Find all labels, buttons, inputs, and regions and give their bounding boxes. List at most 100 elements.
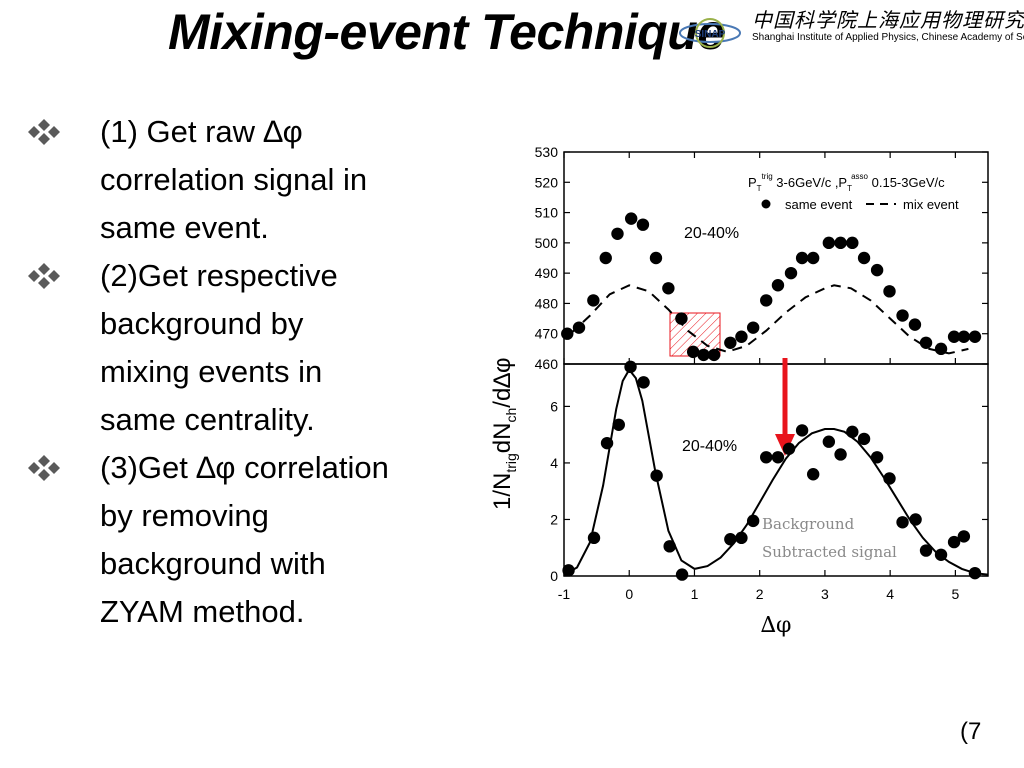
svg-text:1/NtrigdNch/d∆φ: 1/NtrigdNch/d∆φ xyxy=(489,357,519,510)
institute-chinese-name: 中国科学院上海应用物理研究所 xyxy=(752,8,1024,32)
top-data-point xyxy=(611,227,624,240)
top-data-point xyxy=(947,330,961,343)
top-data-point xyxy=(870,263,884,277)
background-subtracted-label-line1: Background xyxy=(762,515,855,533)
top-y-tick-label: 490 xyxy=(535,265,559,281)
diamond-bullet-icon xyxy=(28,455,60,481)
bottom-data-point xyxy=(846,425,859,439)
top-data-point xyxy=(707,348,721,362)
legend-marker-same-event xyxy=(761,199,771,209)
institute-logo: SINAP 中国科学院上海应用物理研究所 Shanghai Institute … xyxy=(672,2,1024,58)
bottom-data-point xyxy=(947,535,961,549)
sinap-emblem-icon: SINAP xyxy=(679,18,741,48)
top-y-tick-label: 480 xyxy=(535,295,559,311)
top-data-point xyxy=(771,279,785,292)
x-tick-label: -1 xyxy=(558,586,571,602)
bottom-data-point xyxy=(806,468,820,481)
top-data-point xyxy=(760,294,773,307)
top-data-point xyxy=(834,236,847,250)
legend-title-sub: T xyxy=(757,184,762,193)
x-tick-label: 2 xyxy=(756,586,764,602)
legend-title-sup: asso xyxy=(851,172,868,181)
top-y-tick-label: 520 xyxy=(535,174,559,190)
bottom-y-tick-label: 4 xyxy=(550,455,558,471)
top-data-point xyxy=(968,330,982,343)
correlation-chart: 1/NtrigdNch/d∆φ ∆φ PTtrig 3-6GeV/c ,PTas… xyxy=(489,144,989,638)
bullet-line: same event. xyxy=(100,210,269,245)
top-data-point xyxy=(934,342,948,356)
bottom-centrality-label: 20-40% xyxy=(682,438,737,455)
top-data-point xyxy=(686,345,700,359)
top-y-tick-label: 500 xyxy=(535,235,559,251)
bullet-line: same centrality. xyxy=(100,402,315,437)
background-subtracted-label-line2: Subtracted signal xyxy=(762,543,897,561)
bottom-panel-frame xyxy=(563,363,989,577)
top-data-point xyxy=(846,236,859,250)
x-axis-label: ∆φ xyxy=(761,613,792,638)
slide-title: Mixing-event Technique xyxy=(168,4,725,60)
top-y-tick-label: 530 xyxy=(535,144,559,160)
fit-curve xyxy=(563,367,989,576)
top-data-point xyxy=(908,318,922,331)
top-data-point xyxy=(896,309,909,322)
top-data-point xyxy=(735,330,748,343)
top-data-point xyxy=(599,251,612,265)
bullet-line: (2)Get respective xyxy=(100,258,338,293)
emblem-text: SINAP xyxy=(695,29,726,40)
bullet-line: mixing events in xyxy=(100,354,323,389)
top-data-point xyxy=(957,330,971,343)
top-y-tick-label: 510 xyxy=(535,205,559,221)
x-tick-label: 4 xyxy=(886,586,894,602)
bottom-data-point xyxy=(857,432,871,446)
y-label-part: /d∆φ xyxy=(489,357,516,407)
bullet-list: (1) Get raw ∆φ correlation signal in sam… xyxy=(18,108,478,636)
top-data-point xyxy=(697,348,710,362)
top-y-tick-label: 460 xyxy=(535,356,559,372)
mix-event-curve xyxy=(569,284,969,355)
x-tick-label: 3 xyxy=(821,586,829,602)
institute-english-name: Shanghai Institute of Applied Physics, C… xyxy=(752,32,1024,43)
top-data-point xyxy=(587,294,600,307)
bottom-data-point xyxy=(612,418,625,431)
bottom-y-tick-label: 0 xyxy=(550,568,558,584)
top-data-point xyxy=(746,321,760,334)
bottom-data-point xyxy=(735,531,748,545)
bottom-data-point xyxy=(760,451,773,464)
red-down-arrow xyxy=(775,358,795,456)
top-y-tick-label: 470 xyxy=(535,326,559,342)
bottom-data-point xyxy=(870,451,884,464)
page-number: (7 xyxy=(960,718,982,745)
top-data-point xyxy=(624,212,638,225)
y-label-subscript: trig xyxy=(503,453,519,472)
top-data-point xyxy=(662,282,675,295)
top-data-point xyxy=(883,285,896,298)
legend-title-part: 3-6GeV/c ,P xyxy=(773,175,847,190)
top-data-point xyxy=(806,251,820,265)
bottom-data-point xyxy=(675,568,689,581)
bottom-data-point xyxy=(822,435,836,448)
bullet-line: by removing xyxy=(100,498,269,533)
bullet-item-3: (3)Get ∆φ correlation by removing backgr… xyxy=(18,444,478,636)
y-label-part: 1/N xyxy=(489,473,516,510)
svg-text:PTtrig 3-6GeV/c ,PTasso 0.15-3: PTtrig 3-6GeV/c ,PTasso 0.15-3GeV/c xyxy=(748,172,945,193)
bottom-data-point xyxy=(637,376,650,389)
legend-title-part: 0.15-3GeV/c xyxy=(868,175,945,190)
x-tick-label: 5 xyxy=(951,586,959,602)
legend: PTtrig 3-6GeV/c ,PTasso 0.15-3GeV/c same… xyxy=(748,172,959,212)
top-data-point xyxy=(784,266,798,280)
top-data-point xyxy=(572,321,586,334)
bottom-data-point xyxy=(771,451,785,464)
top-data-point xyxy=(857,251,871,265)
y-axis-label: 1/NtrigdNch/d∆φ xyxy=(489,357,519,510)
bottom-data-point xyxy=(896,516,909,529)
bottom-y-tick-label: 2 xyxy=(550,511,558,527)
bullet-item-1: (1) Get raw ∆φ correlation signal in sam… xyxy=(18,108,478,252)
top-data-point xyxy=(636,218,650,231)
bullet-line: (1) Get raw ∆φ xyxy=(100,114,303,149)
legend-label-same-event: same event xyxy=(785,197,853,212)
legend-title-part: P xyxy=(748,175,757,190)
bottom-data-point xyxy=(957,530,971,543)
bottom-data-point xyxy=(624,360,637,374)
top-data-point xyxy=(795,251,809,265)
